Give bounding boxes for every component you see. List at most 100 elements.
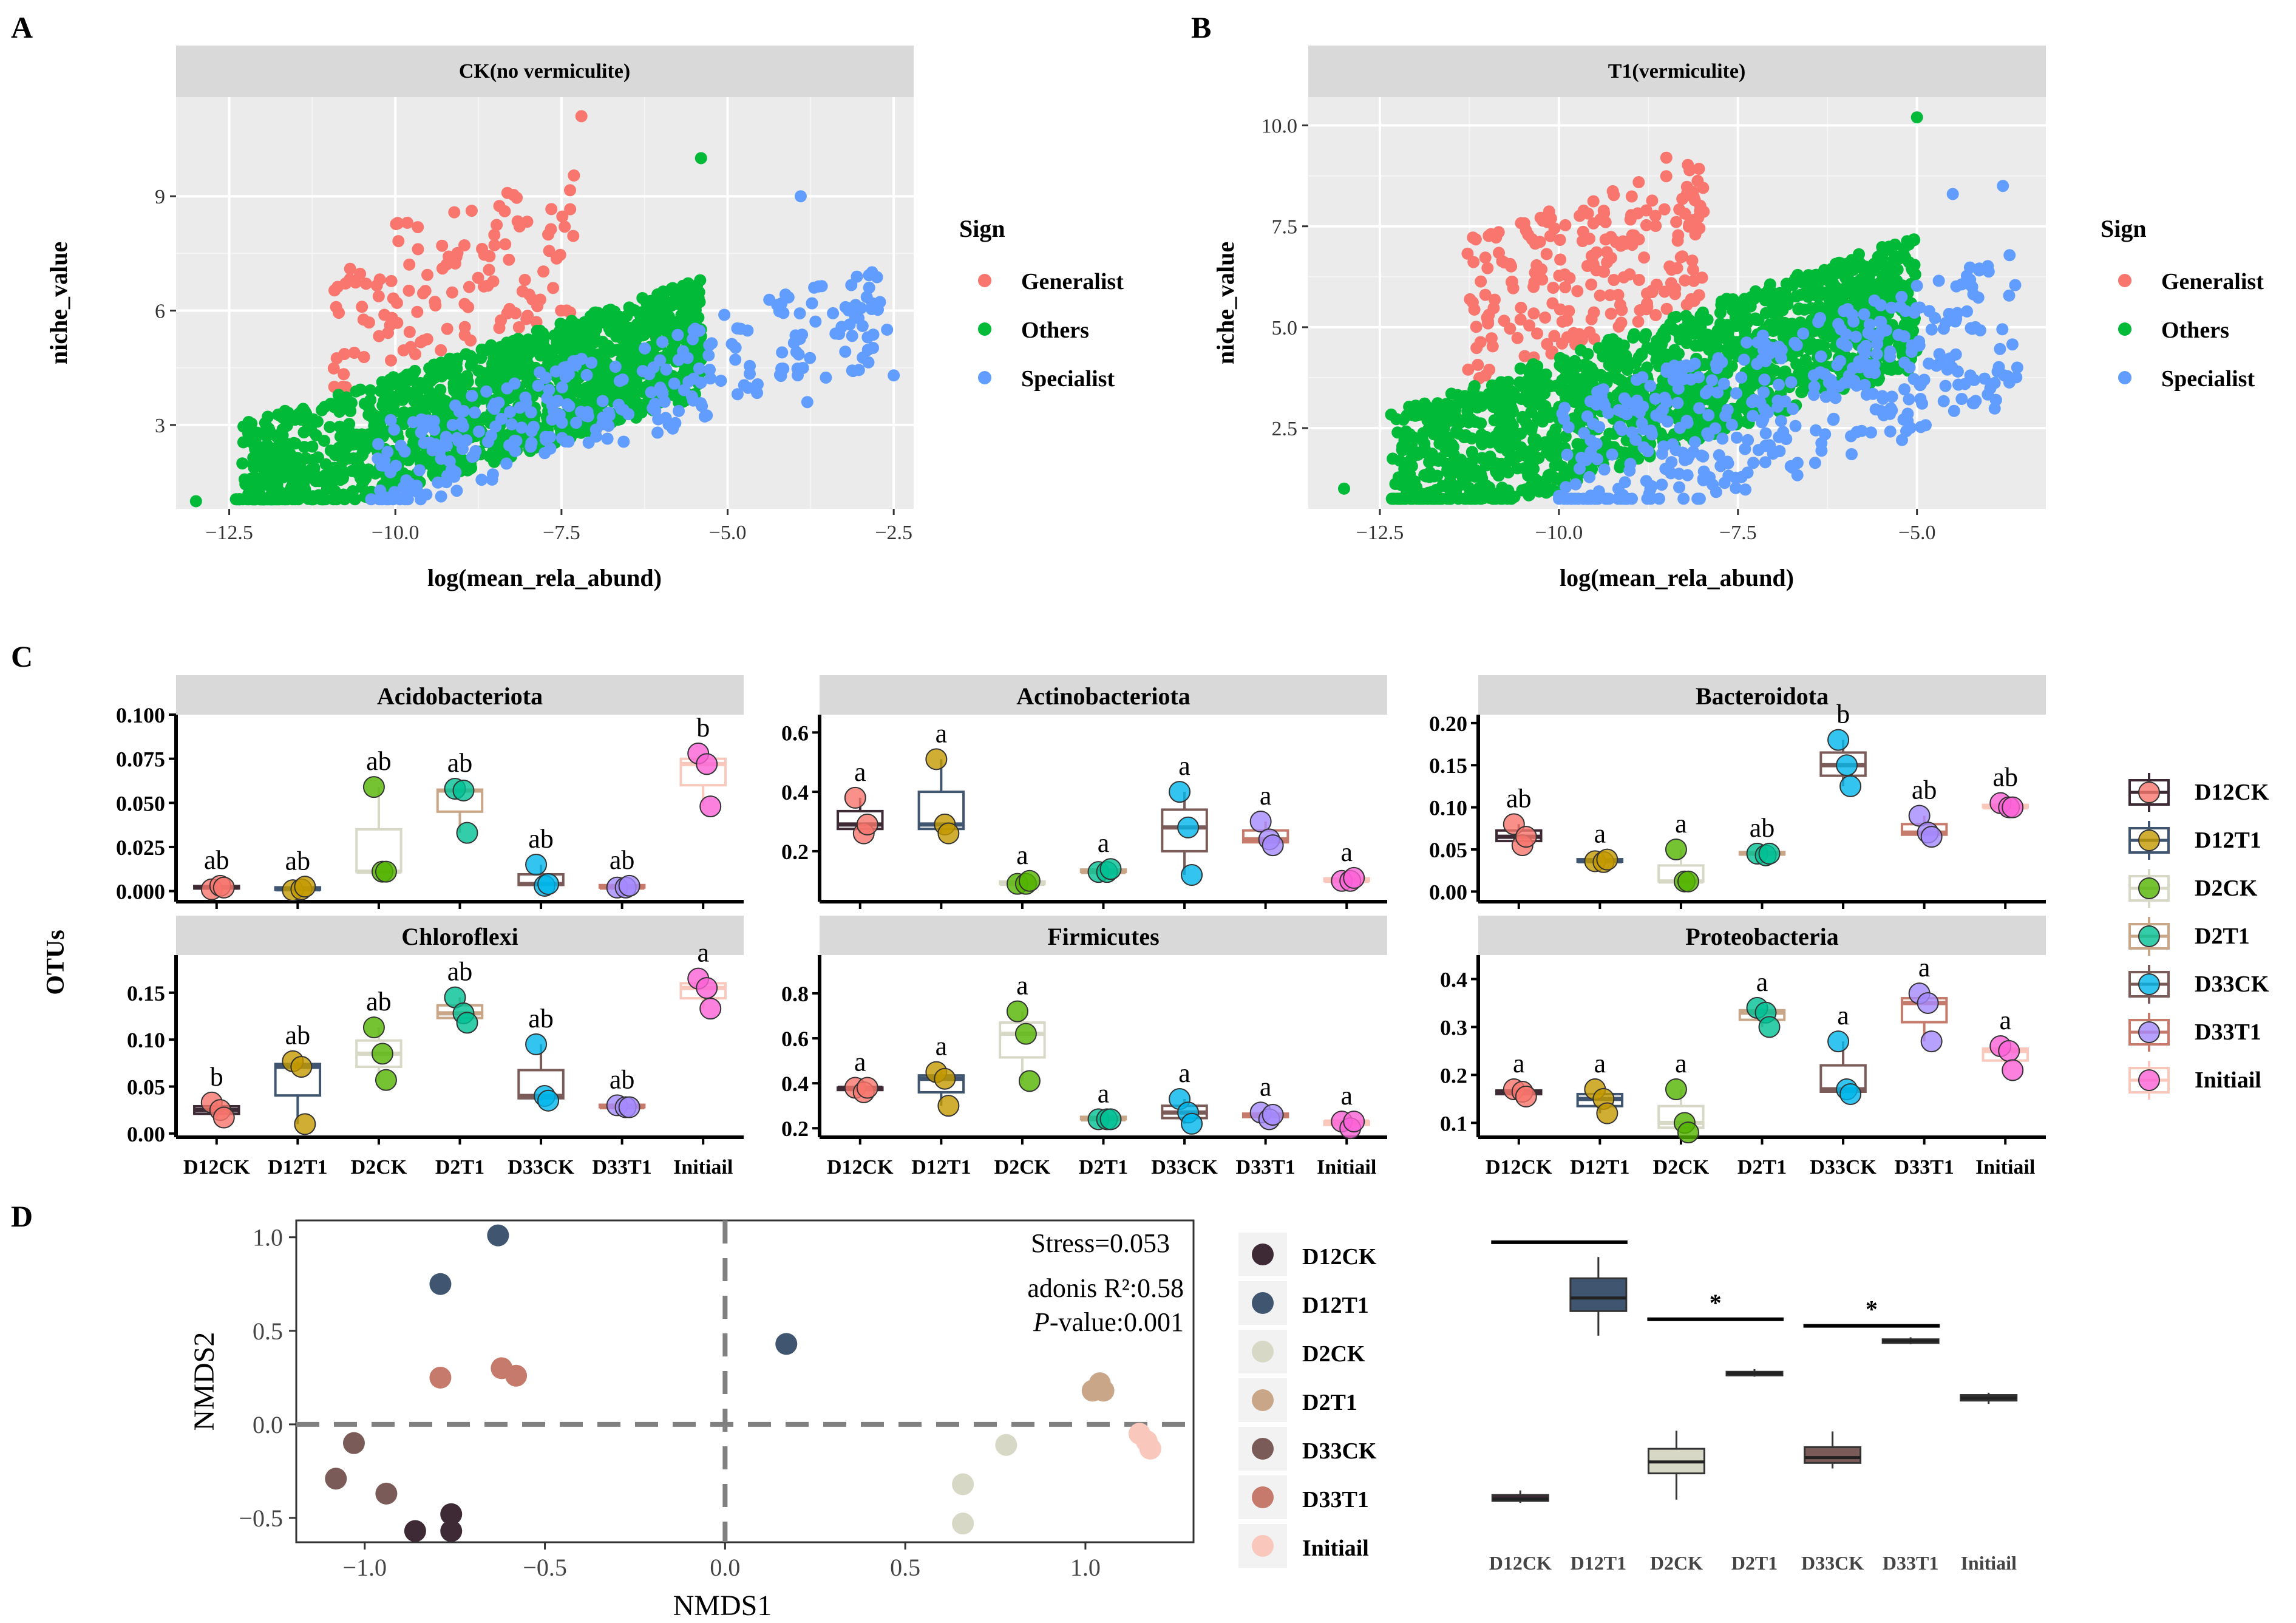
data-point — [699, 795, 722, 818]
significance-letter: ab — [1506, 783, 1532, 813]
point-specialist-a — [796, 328, 809, 341]
point-specialist-a — [563, 400, 576, 412]
point-others-b — [1549, 438, 1561, 451]
point-specialist-b — [1858, 308, 1870, 321]
tick-label-x: Initiail — [1960, 1552, 2017, 1574]
point-generalist-a — [390, 296, 403, 309]
point-others-a — [330, 493, 343, 506]
data-point — [537, 873, 560, 895]
point-others-b — [1885, 262, 1898, 274]
point-d12t1 — [775, 1333, 798, 1355]
data-point — [1343, 1111, 1365, 1133]
point-specialist-a — [515, 421, 528, 434]
point-generalist-b — [1482, 317, 1495, 330]
significance-letter: a — [1675, 809, 1687, 839]
point-specialist-b — [1649, 392, 1662, 405]
point-generalist-b — [1543, 205, 1555, 218]
significance-letter: a — [1178, 1058, 1190, 1088]
point-specialist-b — [1865, 426, 1877, 439]
legend-label-d-3: D2T1 — [1302, 1390, 1357, 1415]
point-specialist-b — [1884, 402, 1897, 415]
point-others-a — [561, 320, 574, 333]
point-specialist-a — [808, 281, 821, 294]
point-specialist-a — [744, 359, 756, 372]
data-point — [844, 786, 866, 809]
tick-label-x: −1.0 — [342, 1554, 387, 1581]
point-specialist-a — [602, 406, 615, 419]
point-generalist-b — [1527, 307, 1540, 320]
point-generalist-b — [1474, 336, 1487, 349]
point-generalist-a — [512, 321, 525, 333]
legend-label-specialist-a: Specialist — [1021, 366, 1115, 392]
x-axis-label-a: log(mean_rela_abund) — [427, 564, 662, 591]
point-specialist-a — [855, 302, 868, 315]
point-others-a — [412, 398, 425, 410]
point-specialist-a — [432, 476, 444, 489]
point-specialist-a — [372, 438, 384, 451]
point-specialist-b — [1593, 421, 1606, 434]
point-d12ck — [440, 1503, 463, 1525]
tick-label-y: 0.15 — [127, 981, 165, 1005]
point-generalist-a — [493, 200, 506, 213]
point-others-b — [1722, 330, 1734, 343]
tick-label-x: D33T1 — [1895, 1156, 1954, 1179]
significance-letter: b — [210, 1062, 223, 1092]
point-generalist-a — [402, 284, 415, 297]
point-others-a — [573, 386, 586, 399]
point-generalist-a — [567, 230, 580, 242]
point-specialist-a — [481, 435, 494, 448]
point-specialist-a — [399, 489, 412, 502]
point-specialist-b — [1920, 419, 1932, 432]
point-others-b — [1387, 492, 1399, 505]
point-others-b — [1418, 438, 1431, 450]
point-others-a — [671, 298, 684, 310]
point-specialist-a — [865, 303, 878, 315]
point-others-a — [286, 493, 299, 506]
point-specialist-a — [662, 418, 675, 430]
point-others-a — [512, 333, 525, 345]
point-others-a — [495, 364, 508, 376]
point-generalist-b — [1462, 363, 1475, 376]
axis-ticks-d: −1.0 −0.5 0.0 0.5 1.0 −0.5 0.0 0.5 1.0 — [239, 1224, 1100, 1581]
point-generalist-b — [1546, 297, 1559, 310]
point-others-a — [630, 375, 643, 387]
point-generalist-a — [373, 273, 386, 286]
point-others-b — [1503, 406, 1516, 418]
significance-letter: ab — [528, 824, 554, 854]
significance-letter: ab — [366, 746, 392, 776]
data-point — [456, 822, 478, 844]
point-specialist-b — [1722, 469, 1735, 482]
point-others-b — [1522, 469, 1535, 481]
point-generalist-a — [511, 215, 524, 228]
point-generalist-a — [412, 243, 424, 256]
point-generalist-a — [463, 281, 475, 293]
point-others-b — [1847, 264, 1860, 276]
point-generalist-b — [1608, 274, 1620, 286]
point-specialist-b — [1900, 425, 1912, 437]
tick-label-x: D2CK — [1650, 1552, 1703, 1574]
point-others-b — [1778, 316, 1791, 329]
point-others-a — [273, 408, 285, 421]
significance-letter: a — [854, 757, 866, 787]
point-generalist-b — [1605, 307, 1617, 320]
significance-letter: ab — [1992, 763, 2018, 792]
point-others-b — [1437, 404, 1450, 417]
point-specialist-a — [862, 356, 875, 369]
tick-label-x: D2CK — [351, 1156, 407, 1179]
point-specialist-b — [1812, 316, 1825, 328]
significance-letter: ab — [447, 957, 473, 987]
box-initiail: Initiail — [1960, 1392, 2018, 1574]
legend-point — [2138, 1069, 2160, 1091]
point-others-b — [1515, 393, 1528, 405]
point-specialist-a — [416, 423, 429, 435]
point-others-b — [1579, 386, 1592, 398]
legend-title-a: Sign — [959, 215, 1005, 242]
tick-label-x: D33T1 — [1236, 1156, 1296, 1179]
point-others-b — [1397, 413, 1410, 426]
point-specialist-a — [671, 328, 684, 341]
point-specialist-b — [1814, 366, 1827, 379]
point-specialist-a — [520, 396, 532, 409]
point-specialist-b — [1955, 278, 1968, 291]
point-others-b — [1682, 384, 1694, 396]
point-others-a — [364, 384, 376, 396]
